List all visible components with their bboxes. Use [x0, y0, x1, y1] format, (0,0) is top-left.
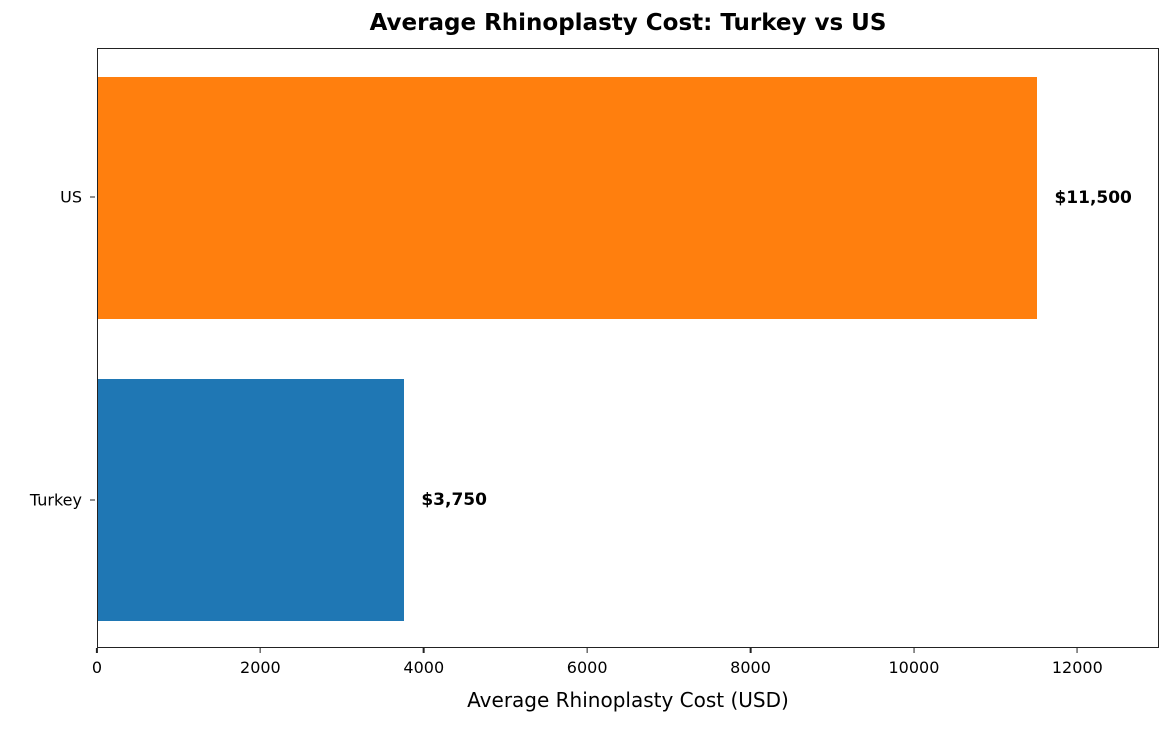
- x-tick: 10000: [888, 648, 939, 677]
- y-tick-label: Turkey: [29, 490, 82, 510]
- bar-turkey: [98, 379, 405, 621]
- x-tick: 0: [92, 648, 102, 677]
- value-label-turkey: $3,750: [421, 490, 487, 510]
- x-tick: 8000: [730, 648, 771, 677]
- y-tick-turkey: Turkey: [30, 491, 95, 510]
- plot-area: $11,500 $3,750: [97, 48, 1159, 648]
- x-axis-label: Average Rhinoplasty Cost (USD): [467, 688, 789, 712]
- value-label-us: $11,500: [1054, 188, 1132, 208]
- y-tick-us: US: [60, 188, 95, 207]
- x-tick: 6000: [567, 648, 608, 677]
- chart-title: Average Rhinoplasty Cost: Turkey vs US: [369, 10, 887, 36]
- y-tick-label: US: [60, 187, 82, 207]
- bar-us: [98, 77, 1038, 319]
- x-tick: 2000: [240, 648, 281, 677]
- x-tick: 12000: [1052, 648, 1103, 677]
- x-tick: 4000: [403, 648, 444, 677]
